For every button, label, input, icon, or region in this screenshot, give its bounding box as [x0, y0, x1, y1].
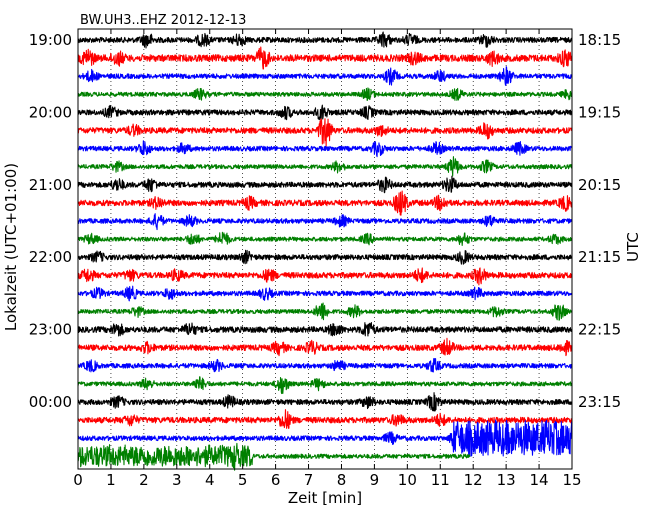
x-tick-label: 3: [172, 471, 182, 489]
seismic-trace: [77, 302, 573, 321]
seismic-trace: [77, 190, 573, 216]
x-tick-label: 13: [497, 471, 516, 489]
y-tick-label-left: 19:00: [29, 31, 72, 49]
plot-frame: [77, 28, 573, 470]
seismic-trace: [77, 419, 573, 458]
seismic-trace: [77, 231, 573, 247]
x-tick-label: 10: [398, 471, 417, 489]
axis-ticks: 0 1 2 3 4 5 6 7 8 9 10 11 12 13 14 1519:0020:0021:0022:…: [29, 29, 621, 489]
seismic-trace: [77, 175, 573, 194]
seismic-trace: [77, 285, 573, 302]
seismic-trace: [77, 409, 573, 429]
x-tick-label: 2: [139, 471, 149, 489]
x-tick-label: 6: [271, 471, 281, 489]
seismic-trace: [77, 140, 573, 158]
seismic-trace: [77, 337, 573, 357]
seismic-trace: [77, 322, 573, 337]
y-tick-label-right: 21:15: [578, 248, 621, 266]
y-tick-label-left: 20:00: [29, 103, 72, 121]
x-tick-label: 0: [73, 471, 83, 489]
x-tick-label: 14: [530, 471, 549, 489]
y-tick-label-right: 23:15: [578, 393, 621, 411]
x-tick-label: 7: [304, 471, 314, 489]
x-axis-label: Zeit [min]: [288, 489, 362, 507]
seismic-trace: [77, 46, 573, 70]
seismic-trace: [77, 357, 573, 373]
seismic-trace: [77, 118, 573, 147]
x-tick-label: 8: [337, 471, 347, 489]
chart-title: BW.UH3..EHZ 2012-12-13: [80, 13, 246, 28]
x-tick-label: 15: [562, 471, 581, 489]
x-tick-label: 1: [106, 471, 116, 489]
y-tick-label-right: 19:15: [578, 103, 621, 121]
seismic-trace: [77, 213, 573, 231]
seismic-trace: [77, 442, 471, 471]
y-tick-label-left: 00:00: [29, 393, 72, 411]
y-tick-label-left: 21:00: [29, 176, 72, 194]
x-tick-label: 5: [238, 471, 248, 489]
x-tick-label: 9: [370, 471, 380, 489]
seismic-trace: [77, 267, 573, 286]
y-tick-label-right: 22:15: [578, 321, 621, 339]
seismic-trace: [77, 249, 573, 265]
x-tick-label: 11: [431, 471, 450, 489]
seismic-trace: [77, 376, 573, 395]
y-tick-label-right: 20:15: [578, 176, 621, 194]
x-tick-label: 12: [464, 471, 483, 489]
trace-group: [77, 31, 573, 471]
y-axis-label-right: UTC: [624, 232, 642, 262]
y-tick-label-left: 23:00: [29, 321, 72, 339]
seismic-trace: [77, 392, 573, 412]
seismic-trace: [77, 87, 573, 102]
x-tick-label: 4: [205, 471, 215, 489]
y-tick-label-left: 22:00: [29, 248, 72, 266]
y-tick-label-right: 18:15: [578, 31, 621, 49]
seismic-trace: [77, 104, 573, 121]
seismic-trace: [77, 156, 573, 177]
grid-lines: [110, 29, 540, 469]
y-axis-label-left: Lokalzeit (UTC+01:00): [2, 163, 20, 331]
seismic-trace: [77, 31, 573, 49]
seismic-trace: [77, 66, 573, 86]
